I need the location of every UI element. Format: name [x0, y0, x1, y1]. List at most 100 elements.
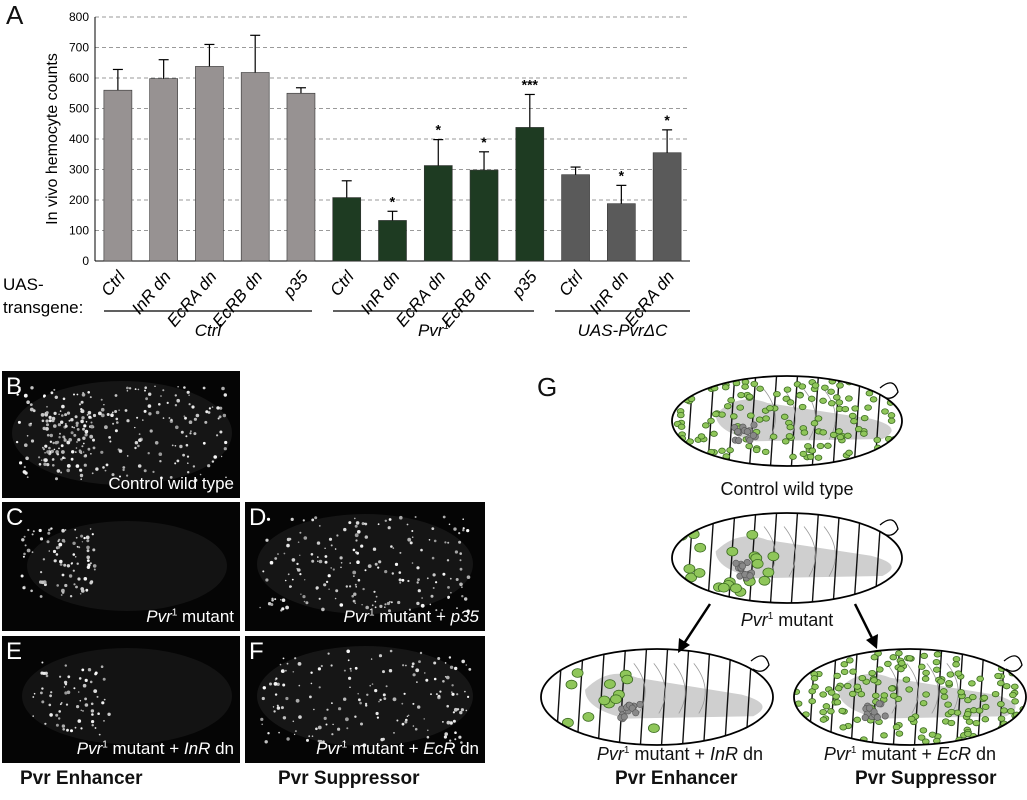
hemocyte: [848, 412, 857, 420]
micrograph-c-image: [20, 521, 227, 611]
hemocyte: [727, 397, 735, 404]
internal-contour: [803, 526, 816, 577]
hemocyte: [822, 703, 831, 710]
hemocyte: [895, 730, 904, 737]
segment-line: [703, 649, 711, 745]
segment-line: [555, 649, 563, 745]
hemocyte: [1010, 683, 1019, 690]
hemocyte: [741, 383, 749, 390]
hemocyte: [750, 380, 759, 388]
hemocyte: [957, 689, 965, 696]
micrograph-f: F Pvr1 mutant + EcR dn: [245, 636, 485, 763]
hemocyte: [851, 405, 860, 412]
hemocyte: [814, 737, 823, 744]
hemocyte: [1007, 708, 1015, 715]
micrograph-e-image: [22, 648, 232, 744]
hemocyte: [796, 392, 804, 399]
hemocyte-cluster-cell: [875, 700, 883, 708]
hemocyte: [968, 693, 977, 701]
x-tick-label: p35: [507, 267, 541, 302]
hemocyte: [827, 689, 836, 696]
hemocyte: [887, 417, 896, 424]
hemocyte: [756, 385, 764, 392]
y-tick-label: 800: [69, 10, 89, 24]
arrow-left: [681, 603, 712, 646]
micrograph-b: B Control wild type: [2, 371, 240, 498]
hemocyte: [835, 399, 844, 406]
hemocyte-cluster-cell: [746, 572, 754, 580]
hemocyte: [724, 403, 732, 410]
internal-contour: [803, 389, 816, 440]
hemocyte: [939, 688, 948, 695]
hemocyte: [1013, 661, 1022, 668]
hemocyte: [762, 415, 770, 422]
hemocyte: [840, 661, 849, 668]
panel-f-letter: F: [249, 638, 264, 665]
micrograph-d: D Pvr1 mutant + p35: [245, 502, 485, 631]
bar: [103, 89, 133, 262]
hemocyte: [997, 700, 1005, 708]
hemocyte: [944, 701, 952, 708]
embryo-outline: [671, 375, 903, 467]
hemocyte: [940, 693, 949, 701]
hemocyte: [868, 669, 877, 677]
panel-a-letter: A: [6, 0, 24, 30]
hemocyte: [718, 411, 726, 418]
significance-marker: ***: [522, 76, 539, 92]
hemocyte: [781, 438, 790, 445]
hemocyte-cluster-cell: [739, 562, 747, 570]
hemocyte: [1000, 707, 1008, 714]
panel-b-letter: B: [6, 373, 23, 400]
y-tick-label: 400: [69, 132, 89, 146]
bar: [286, 92, 316, 262]
hemocyte: [875, 666, 884, 673]
hemocyte-cluster-cell: [749, 431, 757, 439]
hemocyte: [789, 453, 797, 460]
hemocyte: [838, 707, 847, 715]
hemocyte: [880, 732, 888, 739]
hemocyte: [860, 414, 869, 422]
hemocyte: [829, 431, 838, 439]
hemocyte: [902, 676, 911, 683]
hemocyte: [780, 413, 789, 420]
hemocyte: [697, 433, 706, 440]
hemocyte: [810, 420, 819, 427]
hemocyte: [968, 680, 976, 687]
hemocyte: [919, 727, 928, 734]
hemocyte: [876, 453, 885, 461]
hemocyte: [895, 650, 903, 657]
hemocyte: [798, 383, 807, 390]
enhancer-label-left: Pvr Enhancer: [20, 768, 143, 789]
hemocyte: [758, 576, 771, 586]
hemocyte: [875, 452, 884, 459]
hemocyte: [800, 429, 809, 436]
hemocyte: [809, 658, 818, 665]
embryo-head: [1003, 655, 1023, 672]
hemocyte: [677, 388, 686, 396]
significance-marker: *: [390, 193, 396, 209]
hemocyte: [825, 654, 833, 661]
hemocyte: [717, 582, 730, 593]
hemocyte: [726, 546, 739, 557]
micrograph-b-image: [12, 381, 232, 485]
hemocyte: [869, 453, 878, 460]
significance-marker: *: [664, 112, 670, 128]
internal-contour: [673, 663, 686, 714]
hemocyte: [794, 734, 799, 741]
hemocyte-cluster-cell: [873, 713, 881, 721]
hemocyte: [907, 715, 916, 723]
hemocyte: [809, 649, 817, 656]
hemocyte: [807, 395, 816, 402]
hemocyte: [870, 677, 878, 684]
hemocyte: [808, 698, 817, 705]
panel-c-caption: Pvr1 mutant: [146, 607, 234, 626]
hemocyte: [819, 429, 828, 436]
hemocyte: [932, 658, 941, 666]
hemocyte: [836, 433, 845, 441]
hemocyte: [819, 397, 827, 404]
bar: [240, 72, 270, 262]
hemocyte: [811, 382, 820, 389]
hemocyte: [808, 735, 817, 742]
hemocyte: [766, 405, 774, 412]
hemocyte: [745, 393, 754, 400]
